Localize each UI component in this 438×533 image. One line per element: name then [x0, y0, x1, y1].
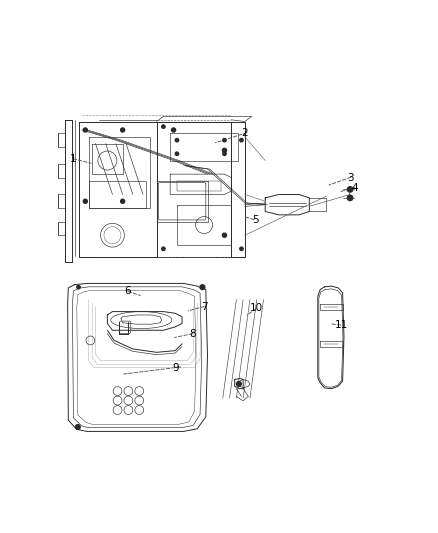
Circle shape: [237, 382, 241, 386]
Text: 8: 8: [189, 329, 195, 338]
Bar: [201, 286, 204, 289]
Text: 1: 1: [70, 154, 77, 164]
Circle shape: [75, 425, 80, 430]
Circle shape: [83, 199, 87, 203]
Text: 11: 11: [335, 320, 348, 330]
Circle shape: [223, 152, 226, 156]
Text: 6: 6: [124, 286, 131, 296]
Circle shape: [162, 125, 165, 128]
Circle shape: [223, 148, 226, 152]
Circle shape: [223, 233, 226, 237]
Circle shape: [162, 247, 165, 251]
Text: 3: 3: [347, 173, 353, 182]
Text: 4: 4: [352, 183, 358, 193]
Text: 5: 5: [252, 215, 258, 225]
Circle shape: [77, 286, 80, 289]
Circle shape: [200, 285, 205, 289]
Circle shape: [120, 199, 125, 203]
Circle shape: [175, 152, 179, 156]
Text: 7: 7: [201, 302, 208, 311]
Circle shape: [83, 128, 87, 132]
Circle shape: [347, 187, 353, 192]
Circle shape: [240, 139, 243, 142]
Circle shape: [223, 139, 226, 142]
Circle shape: [240, 247, 243, 251]
Circle shape: [120, 128, 125, 132]
Circle shape: [175, 139, 179, 142]
Circle shape: [347, 195, 353, 200]
Text: 10: 10: [250, 303, 263, 313]
Circle shape: [172, 128, 176, 132]
Bar: [76, 425, 80, 429]
Text: 2: 2: [241, 128, 248, 139]
Text: 9: 9: [172, 362, 179, 373]
